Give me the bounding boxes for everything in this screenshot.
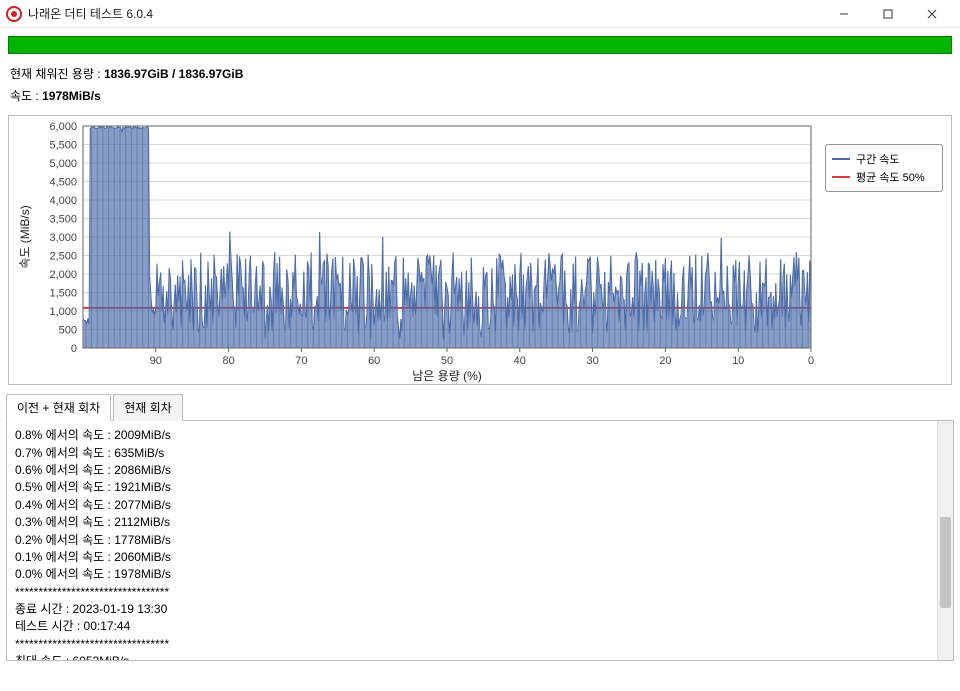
- legend-item: 구간 속도: [832, 151, 936, 167]
- svg-text:3,500: 3,500: [49, 214, 77, 226]
- tab-0[interactable]: 이전 + 현재 회차: [6, 394, 111, 421]
- filled-label: 현재 채워진 용량 :: [10, 67, 104, 81]
- filled-capacity-line: 현재 채워진 용량 : 1836.97GiB / 1836.97GiB: [10, 64, 950, 86]
- svg-text:60: 60: [368, 355, 380, 367]
- svg-text:5,000: 5,000: [49, 158, 77, 170]
- app-icon: [6, 6, 22, 22]
- svg-text:20: 20: [659, 355, 671, 367]
- log-row: 0.8% 에서의 속도 : 2009MiB/s: [15, 427, 945, 444]
- legend-item: 평균 속도 50%: [832, 169, 936, 185]
- svg-text:2,000: 2,000: [49, 269, 77, 281]
- svg-text:50: 50: [441, 355, 453, 367]
- tab-1[interactable]: 현재 회차: [113, 394, 183, 421]
- legend-label: 구간 속도: [856, 151, 900, 167]
- log-row: *********************************: [15, 636, 945, 653]
- svg-text:30: 30: [586, 355, 598, 367]
- speed-line: 속도 : 1978MiB/s: [10, 86, 950, 108]
- log-content: 0.8% 에서의 속도 : 2009MiB/s0.7% 에서의 속도 : 635…: [6, 421, 954, 661]
- svg-text:2,500: 2,500: [49, 251, 77, 263]
- log-row: *********************************: [15, 584, 945, 601]
- scrollbar-thumb[interactable]: [940, 517, 951, 608]
- log-row: 0.5% 에서의 속도 : 1921MiB/s: [15, 479, 945, 496]
- legend-swatch: [832, 158, 850, 160]
- svg-text:6,000: 6,000: [49, 121, 77, 133]
- chart-canvas: 05001,0001,5002,0002,5003,0003,5004,0004…: [9, 116, 951, 384]
- log-row: 0.0% 에서의 속도 : 1978MiB/s: [15, 566, 945, 583]
- log-panel: 이전 + 현재 회차현재 회차 0.8% 에서의 속도 : 2009MiB/s0…: [0, 393, 960, 661]
- log-row: 0.7% 에서의 속도 : 635MiB/s: [15, 445, 945, 462]
- svg-text:500: 500: [59, 325, 77, 337]
- svg-text:70: 70: [295, 355, 307, 367]
- svg-text:0: 0: [808, 355, 814, 367]
- svg-text:5,500: 5,500: [49, 140, 77, 152]
- svg-text:90: 90: [150, 355, 162, 367]
- title-bar: 나래온 더티 테스트 6.0.4: [0, 0, 960, 28]
- window-title: 나래온 더티 테스트 6.0.4: [28, 5, 153, 22]
- log-scrollbar[interactable]: [937, 421, 953, 660]
- progress-bar: [8, 36, 952, 54]
- svg-text:3,000: 3,000: [49, 232, 77, 244]
- tab-bar: 이전 + 현재 회차현재 회차: [6, 393, 954, 421]
- speed-chart: 05001,0001,5002,0002,5003,0003,5004,0004…: [8, 115, 952, 385]
- speed-value: 1978MiB/s: [42, 89, 101, 103]
- log-row: 0.3% 에서의 속도 : 2112MiB/s: [15, 514, 945, 531]
- status-info: 현재 채워진 용량 : 1836.97GiB / 1836.97GiB 속도 :…: [0, 58, 960, 109]
- maximize-button[interactable]: [866, 0, 910, 28]
- svg-text:40: 40: [514, 355, 526, 367]
- filled-value: 1836.97GiB / 1836.97GiB: [104, 67, 243, 81]
- legend-label: 평균 속도 50%: [856, 169, 925, 185]
- svg-text:1,500: 1,500: [49, 288, 77, 300]
- svg-text:0: 0: [71, 343, 77, 355]
- log-row: 0.4% 에서의 속도 : 2077MiB/s: [15, 497, 945, 514]
- log-row: 테스트 시간 : 00:17:44: [15, 618, 945, 635]
- log-row: 0.6% 에서의 속도 : 2086MiB/s: [15, 462, 945, 479]
- log-row: 0.2% 에서의 속도 : 1778MiB/s: [15, 532, 945, 549]
- chart-legend: 구간 속도평균 속도 50%: [825, 144, 943, 192]
- speed-label: 속도 :: [10, 89, 42, 103]
- svg-text:4,000: 4,000: [49, 195, 77, 207]
- log-row: 최대 속도 : 6052MiB/s: [15, 653, 945, 661]
- svg-text:4,500: 4,500: [49, 177, 77, 189]
- log-row: 0.1% 에서의 속도 : 2060MiB/s: [15, 549, 945, 566]
- minimize-button[interactable]: [822, 0, 866, 28]
- svg-text:속도 (MiB/s): 속도 (MiB/s): [18, 205, 32, 268]
- svg-text:10: 10: [732, 355, 744, 367]
- svg-text:남은 용량 (%): 남은 용량 (%): [412, 369, 482, 383]
- close-button[interactable]: [910, 0, 954, 28]
- legend-swatch: [832, 176, 850, 178]
- progress-bar-container: [0, 28, 960, 58]
- svg-text:80: 80: [222, 355, 234, 367]
- log-row: 종료 시간 : 2023-01-19 13:30: [15, 601, 945, 618]
- svg-text:1,000: 1,000: [49, 306, 77, 318]
